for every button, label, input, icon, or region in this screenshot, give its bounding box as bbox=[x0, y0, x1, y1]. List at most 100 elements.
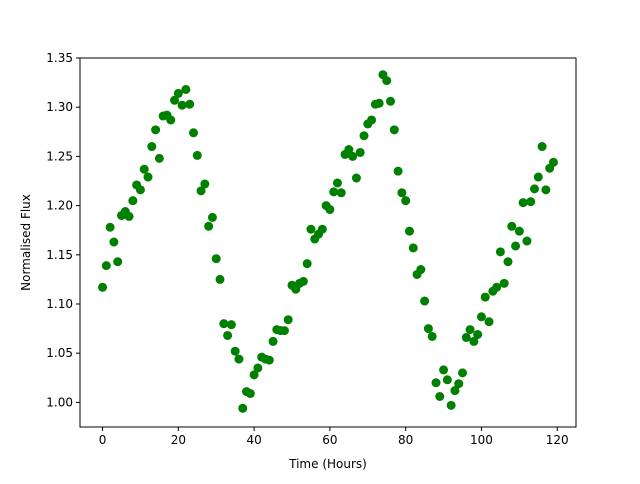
data-point bbox=[101, 261, 111, 271]
data-point bbox=[344, 145, 354, 155]
data-point bbox=[518, 198, 528, 208]
data-point bbox=[268, 336, 278, 346]
x-tick-label: 100 bbox=[470, 433, 493, 447]
data-point bbox=[196, 186, 206, 196]
data-point bbox=[283, 315, 293, 325]
data-point bbox=[446, 400, 456, 410]
data-point bbox=[469, 336, 479, 346]
data-point bbox=[279, 326, 289, 336]
data-point bbox=[200, 179, 210, 189]
data-point bbox=[185, 99, 195, 109]
data-point bbox=[454, 379, 464, 389]
data-point bbox=[393, 166, 403, 176]
data-point bbox=[526, 197, 536, 207]
data-point bbox=[476, 312, 486, 322]
x-tick-label: 40 bbox=[246, 433, 261, 447]
data-point bbox=[397, 188, 407, 198]
data-point bbox=[386, 96, 396, 106]
data-point bbox=[211, 254, 221, 264]
x-axis-ticks: 0 20 40 60 80 100 120 bbox=[99, 427, 569, 447]
data-point bbox=[215, 274, 225, 284]
data-point bbox=[128, 196, 138, 206]
data-point bbox=[204, 221, 214, 231]
data-point bbox=[302, 259, 312, 269]
x-tick-label: 80 bbox=[398, 433, 413, 447]
x-tick-label: 60 bbox=[322, 433, 337, 447]
data-point bbox=[484, 317, 494, 327]
data-point bbox=[514, 226, 524, 236]
y-tick-label: 1.30 bbox=[46, 100, 73, 114]
data-point bbox=[249, 370, 259, 380]
data-point bbox=[530, 184, 540, 194]
data-point bbox=[181, 84, 191, 94]
x-axis-label: Time (Hours) bbox=[288, 457, 367, 471]
data-point bbox=[404, 226, 414, 236]
data-point bbox=[408, 243, 418, 253]
data-point bbox=[192, 150, 202, 160]
data-point bbox=[450, 386, 460, 396]
data-point bbox=[522, 236, 532, 246]
data-point bbox=[458, 368, 468, 378]
data-point bbox=[442, 375, 452, 385]
data-point bbox=[98, 282, 108, 292]
data-point bbox=[253, 363, 263, 373]
data-point bbox=[264, 355, 274, 365]
y-tick-label: 1.15 bbox=[46, 248, 73, 262]
data-point bbox=[427, 331, 437, 341]
data-point bbox=[537, 142, 547, 152]
data-point bbox=[135, 185, 145, 195]
data-point bbox=[382, 76, 392, 86]
y-tick-label: 1.20 bbox=[46, 199, 73, 213]
data-point bbox=[480, 292, 490, 302]
data-point bbox=[170, 95, 180, 105]
data-point bbox=[143, 172, 153, 182]
data-point bbox=[367, 115, 377, 125]
data-point bbox=[473, 330, 483, 339]
data-point bbox=[548, 157, 558, 167]
data-point bbox=[139, 164, 149, 174]
data-point bbox=[219, 319, 229, 329]
data-point bbox=[401, 196, 411, 206]
y-tick-label: 1.25 bbox=[46, 149, 73, 163]
data-point bbox=[431, 378, 441, 388]
data-point bbox=[435, 392, 445, 401]
data-point bbox=[230, 346, 240, 356]
data-point bbox=[166, 115, 176, 125]
y-axis-ticks: 1.00 1.05 1.10 1.15 1.20 1.25 1.30 1.35 bbox=[46, 51, 80, 409]
x-tick-label: 20 bbox=[171, 433, 186, 447]
data-point bbox=[423, 324, 433, 334]
data-point bbox=[420, 296, 430, 306]
data-point bbox=[177, 100, 187, 110]
data-point bbox=[511, 241, 521, 251]
data-point bbox=[355, 147, 365, 157]
data-point bbox=[348, 151, 358, 161]
data-point bbox=[533, 172, 543, 182]
data-point bbox=[416, 265, 426, 275]
data-point bbox=[495, 247, 505, 257]
data-point bbox=[226, 320, 236, 330]
data-point bbox=[234, 354, 244, 364]
data-point bbox=[439, 365, 449, 375]
data-point bbox=[298, 276, 308, 286]
data-point bbox=[109, 237, 119, 247]
data-point bbox=[113, 257, 123, 267]
x-tick-label: 120 bbox=[546, 433, 569, 447]
data-point bbox=[389, 125, 399, 135]
data-point bbox=[351, 173, 361, 183]
data-point bbox=[332, 178, 342, 188]
y-tick-label: 1.05 bbox=[46, 346, 73, 360]
plot-frame bbox=[79, 57, 577, 428]
y-tick-label: 1.00 bbox=[46, 395, 73, 409]
y-tick-label: 1.35 bbox=[46, 51, 73, 65]
data-point bbox=[499, 278, 509, 288]
data-point bbox=[306, 224, 316, 234]
x-tick-label: 0 bbox=[99, 433, 107, 447]
data-point bbox=[124, 211, 134, 221]
data-point bbox=[245, 389, 255, 399]
data-point bbox=[359, 131, 369, 141]
data-point bbox=[154, 153, 164, 163]
data-point bbox=[173, 88, 183, 98]
data-point bbox=[207, 212, 217, 222]
